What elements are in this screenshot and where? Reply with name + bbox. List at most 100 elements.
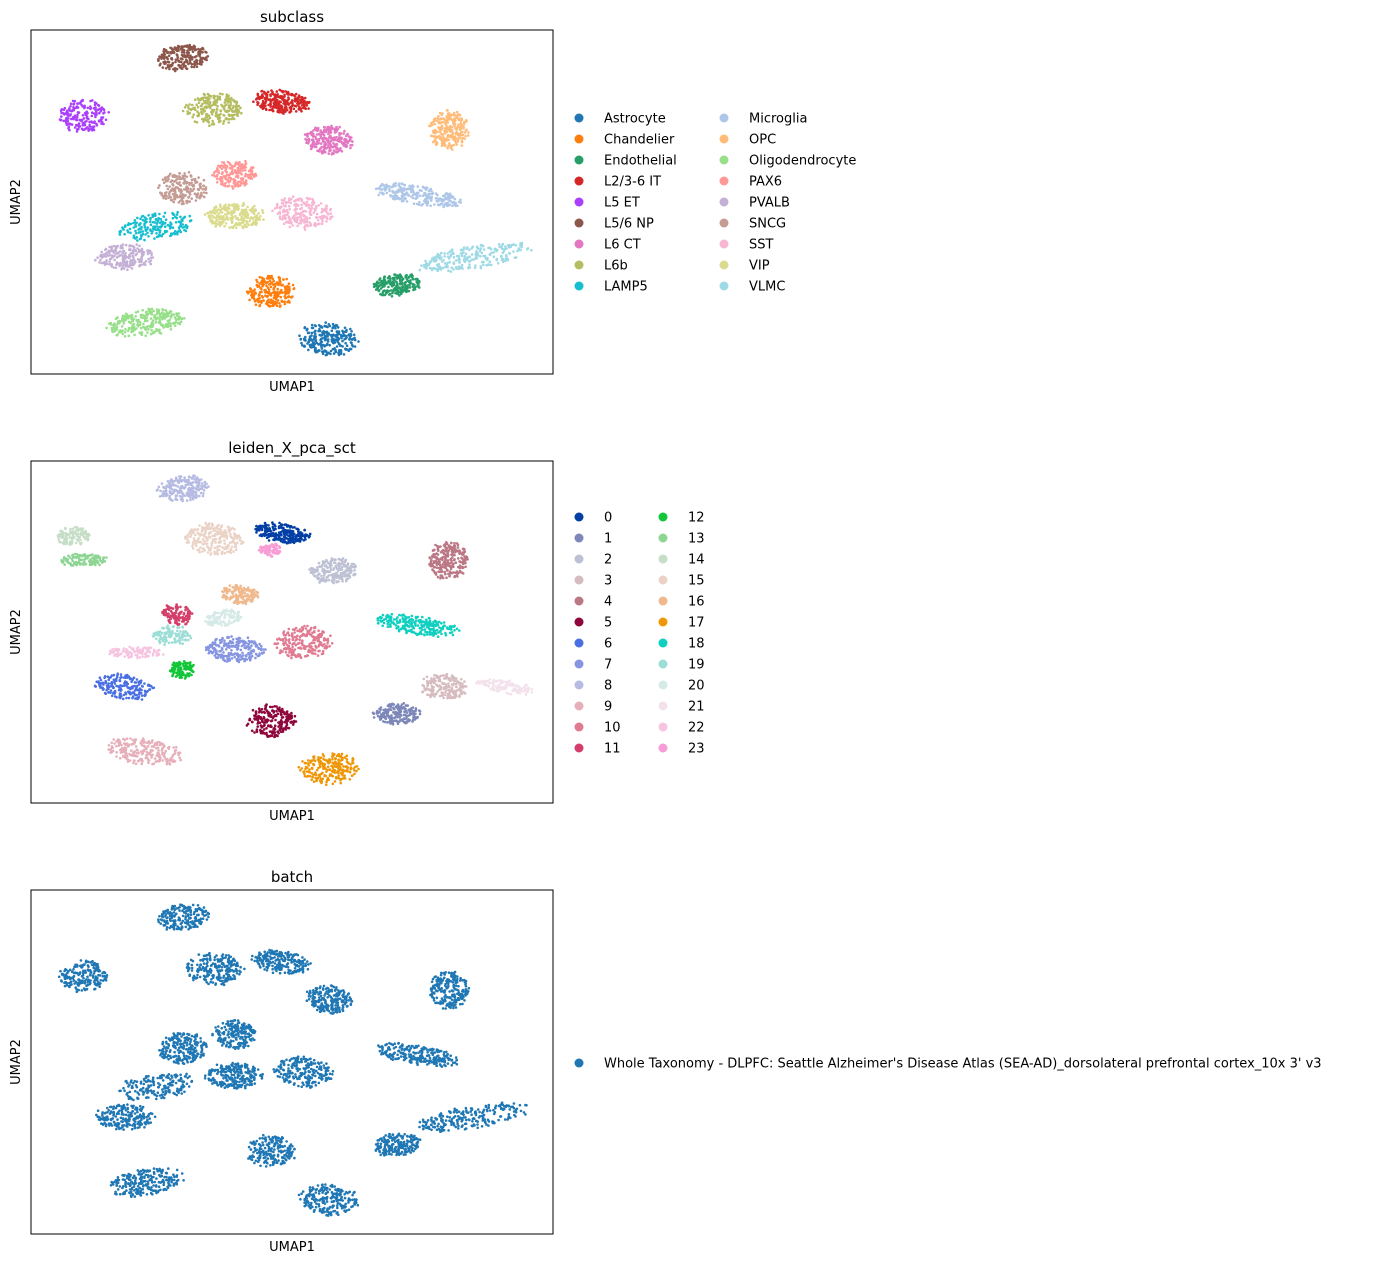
scatter-point	[124, 224, 127, 227]
scatter-point	[321, 337, 324, 340]
scatter-point	[172, 184, 175, 187]
scatter-point	[176, 321, 180, 325]
scatter-point	[320, 564, 324, 567]
scatter-point	[489, 247, 493, 251]
cluster-l5-et	[58, 98, 110, 133]
scatter-point	[463, 254, 467, 258]
scatter-point	[412, 202, 416, 205]
scatter-point	[530, 249, 533, 252]
scatter-point	[270, 300, 273, 304]
scatter-point	[256, 94, 260, 97]
scatter-point	[90, 111, 94, 114]
scatter-point	[341, 339, 344, 343]
scatter-point	[380, 188, 384, 191]
scatter-point	[251, 173, 254, 177]
scatter-point	[267, 539, 271, 542]
scatter-point	[182, 177, 186, 181]
scatter-point	[163, 225, 167, 228]
scatter-point	[479, 266, 483, 270]
scatter-point	[214, 170, 217, 173]
umap-panel-leiden-x-pca-sct: leiden_X_pca_sctUMAP1UMAP201234567891011…	[9, 439, 705, 824]
scatter-point	[269, 285, 273, 289]
scatter-point	[253, 204, 256, 208]
scatter-point	[329, 352, 332, 356]
scatter-point	[193, 98, 197, 101]
scatter-point	[452, 262, 456, 266]
scatter-point	[308, 216, 311, 220]
scatter-point	[425, 675, 429, 679]
scatter-point	[158, 212, 161, 216]
scatter-point	[212, 108, 216, 112]
scatter-point	[388, 720, 391, 724]
scatter-point	[119, 244, 123, 247]
scatter-point	[197, 53, 200, 56]
scatter-point	[454, 127, 457, 130]
scatter-point	[199, 98, 202, 102]
scatter-point	[156, 316, 160, 320]
scatter-point	[412, 288, 415, 292]
legend-label: SST	[749, 238, 774, 253]
legend-marker	[719, 155, 729, 165]
scatter-point	[335, 330, 339, 333]
scatter-point	[436, 203, 440, 207]
scatter-point	[405, 200, 409, 203]
scatter-point	[341, 329, 344, 333]
scatter-point	[447, 127, 451, 131]
scatter-point	[271, 291, 275, 295]
scatter-point	[142, 263, 145, 266]
scatter-point	[197, 176, 200, 179]
scatter-point	[314, 142, 318, 146]
scatter-point	[315, 140, 319, 143]
scatter-point	[198, 49, 201, 52]
scatter-point	[260, 288, 263, 291]
scatter-point	[338, 576, 342, 580]
scatter-point	[59, 109, 63, 112]
scatter-point	[433, 122, 437, 126]
scatter-point	[185, 51, 189, 54]
scatter-point	[267, 290, 271, 294]
scatter-point	[321, 567, 325, 571]
scatter-point	[150, 307, 154, 311]
scatter-point	[425, 201, 429, 205]
scatter-point	[177, 195, 180, 199]
scatter-point	[153, 226, 156, 230]
scatter-point	[169, 233, 173, 237]
scatter-point	[94, 258, 97, 262]
scatter-point	[323, 324, 327, 328]
scatter-point	[199, 196, 202, 199]
scatter-point	[110, 249, 114, 253]
scatter-point	[149, 216, 152, 220]
scatter-point	[428, 261, 432, 265]
scatter-point	[443, 127, 447, 130]
scatter-point	[165, 322, 169, 326]
scatter-point	[308, 532, 312, 536]
scatter-point	[383, 275, 387, 279]
scatter-point	[253, 299, 257, 303]
scatter-point	[299, 212, 302, 215]
scatter-point	[117, 322, 120, 325]
scatter-point	[279, 295, 283, 299]
scatter-point	[418, 194, 422, 198]
scatter-point	[149, 256, 153, 260]
scatter-point	[324, 580, 328, 583]
scatter-point	[243, 169, 247, 172]
scatter-point	[271, 209, 274, 213]
scatter-point	[386, 281, 389, 285]
scatter-point	[314, 339, 317, 343]
scatter-point	[256, 280, 259, 284]
scatter-point	[437, 262, 441, 266]
scatter-point	[296, 539, 299, 542]
scatter-point	[496, 262, 500, 265]
scatter-point	[195, 195, 199, 199]
scatter-point	[410, 190, 414, 193]
scatter-point	[132, 221, 135, 225]
scatter-point	[132, 226, 136, 229]
scatter-point	[303, 225, 306, 229]
scatter-point	[324, 350, 328, 353]
scatter-point	[437, 121, 441, 125]
scatter-point	[339, 571, 343, 575]
scatter-point	[162, 308, 165, 312]
scatter-point	[166, 175, 169, 179]
scatter-point	[221, 221, 225, 224]
scatter-point	[467, 131, 470, 134]
